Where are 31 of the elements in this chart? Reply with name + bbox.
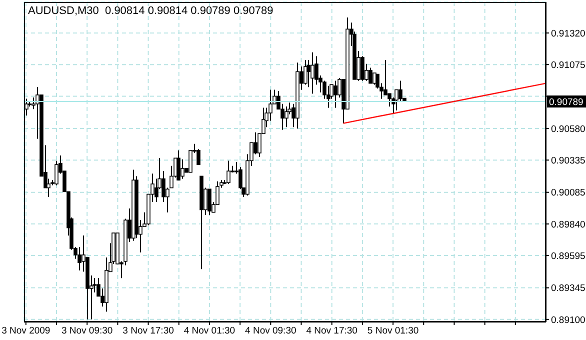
x-tick-label: 4 Nov 17:30 — [306, 326, 358, 337]
candlestick — [304, 60, 308, 86]
candlestick — [360, 56, 364, 82]
candlestick — [368, 67, 372, 84]
chart-title: AUDUSD,M30 0.90814 0.90814 0.90789 0.90789 — [28, 5, 274, 17]
y-tick-label: 0.89345 — [551, 283, 586, 294]
ref-line-label: 0.90789 — [549, 96, 584, 108]
y-tick-label: 0.90335 — [551, 155, 586, 166]
y-tick-label: 0.89840 — [551, 219, 586, 230]
candlestick — [398, 80, 402, 102]
y-tick-label: 0.89100 — [551, 314, 586, 326]
x-tick-label: 4 Nov 09:30 — [245, 326, 296, 337]
candlestick — [306, 60, 310, 88]
y-tick-label: 0.90085 — [551, 188, 586, 199]
candlestick — [208, 188, 212, 216]
candlestick — [284, 106, 288, 128]
candlestick — [310, 52, 314, 94]
candlestick — [226, 160, 230, 184]
x-tick-label: 3 Nov 09:30 — [61, 326, 113, 337]
x-tick-label: 3 Nov 17:30 — [122, 326, 174, 337]
y-tick-label: 0.90580 — [551, 124, 586, 135]
x-tick-label: 3 Nov 2009 — [2, 326, 50, 337]
y-tick-label: 0.89595 — [551, 250, 586, 262]
candlestick — [384, 60, 388, 96]
candlestick — [180, 158, 184, 180]
y-tick-label: 0.91075 — [551, 60, 586, 71]
y-tick-label: 0.91320 — [551, 28, 586, 40]
x-tick-label: 5 Nov 01:30 — [367, 326, 419, 337]
x-tick-label: 4 Nov 01:30 — [184, 326, 236, 337]
candlestick — [176, 150, 180, 181]
candlestick — [334, 80, 338, 108]
